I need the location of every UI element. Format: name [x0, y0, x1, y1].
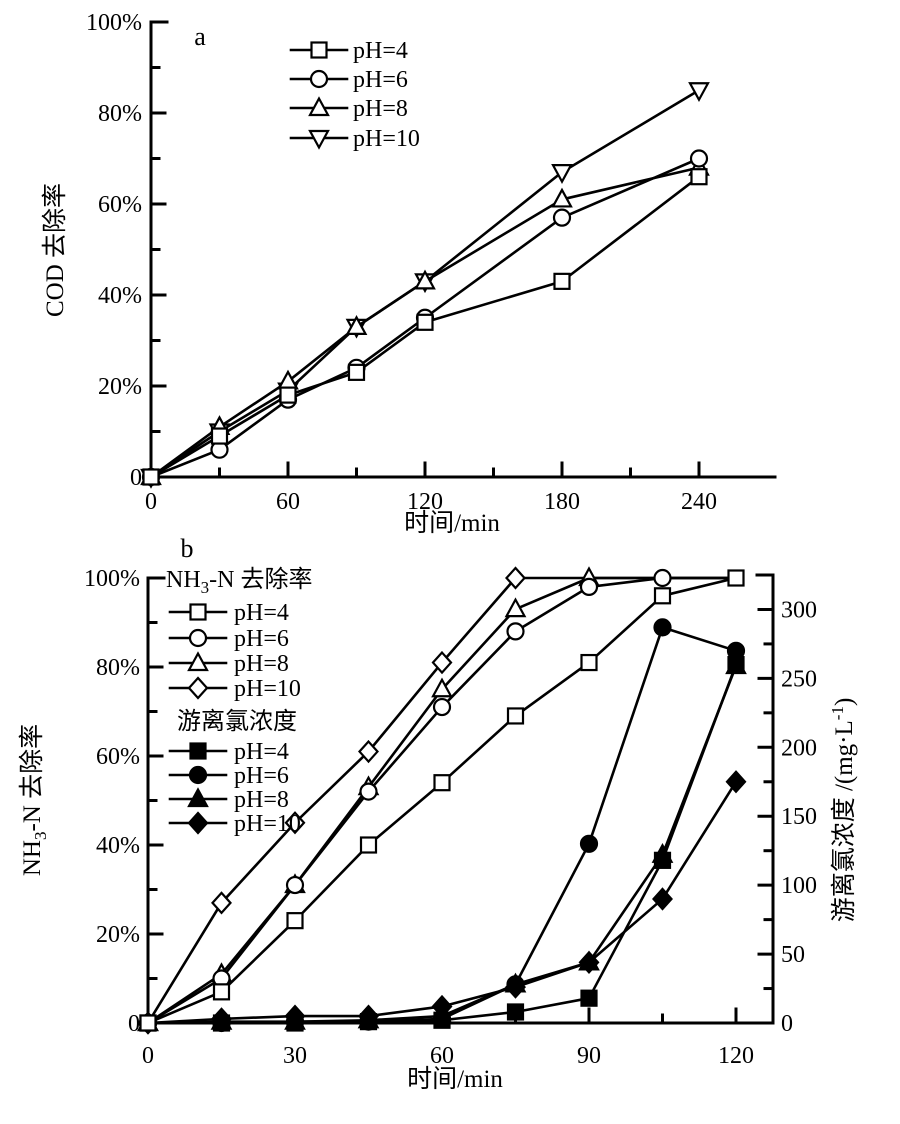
svg-text:pH=6: pH=6 [234, 763, 289, 789]
svg-text:80%: 80% [98, 101, 142, 127]
panel-b-series-chlorine-pH=4 [139, 655, 745, 1032]
svg-text:pH=8: pH=8 [234, 651, 289, 677]
svg-text:pH=10: pH=10 [353, 126, 420, 152]
panel-b-series-removal-pH=4 [139, 569, 745, 1032]
svg-text:pH=10: pH=10 [234, 811, 301, 837]
svg-text:120: 120 [718, 1043, 754, 1069]
panel-a-legend: pH=4 pH=6 pH=8 pH=10 [289, 38, 420, 152]
panel-b: 0 30 60 90 120 0 20% 40% 60% 80% 100% 0 50 100 150 200 2… [18, 534, 858, 1093]
legend-header-nh3n: NH3-N 去除率 [166, 566, 313, 597]
panel-a-x-title: 时间/min [404, 509, 500, 537]
svg-text:90: 90 [577, 1043, 601, 1069]
legend-entry-pH=10: pH=10 [168, 676, 301, 702]
panel-a-series [140, 82, 710, 489]
svg-text:0: 0 [130, 465, 142, 491]
legend-entry-pH=4: pH=4 [168, 739, 289, 765]
legend-entry-pH=6: pH=6 [289, 67, 408, 93]
panel-b-right-y-title: 游离氯浓度 /(mg·L-1) [828, 698, 858, 923]
svg-text:80%: 80% [96, 655, 140, 681]
legend-entry-pH=4: pH=4 [168, 600, 289, 626]
legend-header-chlorine: 游离氯浓度 [177, 708, 297, 735]
legend-entry-pH=8: pH=8 [289, 96, 408, 122]
panel-a-y-title: COD 去除率 [41, 183, 69, 317]
svg-text:pH=8: pH=8 [234, 787, 289, 813]
svg-text:100%: 100% [84, 566, 140, 592]
legend-entry-pH=4: pH=4 [289, 38, 408, 64]
svg-text:180: 180 [544, 489, 580, 515]
svg-text:240: 240 [681, 489, 717, 515]
svg-text:40%: 40% [96, 833, 140, 859]
svg-text:60%: 60% [96, 744, 140, 770]
svg-text:200: 200 [781, 735, 817, 761]
legend-entry-pH=8: pH=8 [168, 787, 289, 813]
svg-text:pH=6: pH=6 [353, 67, 408, 93]
svg-text:20%: 20% [98, 374, 142, 400]
svg-text:40%: 40% [98, 283, 142, 309]
panel-b-label: b [181, 534, 194, 563]
svg-text:pH=8: pH=8 [353, 96, 408, 122]
panel-b-axes: 0 30 60 90 120 0 20% 40% 60% 80% 100% 0 50 100 150 200 2… [18, 566, 858, 1093]
legend-entry-pH=6: pH=6 [168, 626, 289, 652]
svg-text:100%: 100% [86, 10, 142, 36]
svg-text:250: 250 [781, 666, 817, 692]
svg-text:0: 0 [142, 1043, 154, 1069]
legend-entry-pH=10: pH=10 [289, 126, 420, 152]
svg-text:60: 60 [430, 1043, 454, 1069]
legend-entry-pH=6: pH=6 [168, 763, 289, 789]
svg-text:pH=4: pH=4 [353, 38, 408, 64]
svg-text:30: 30 [283, 1043, 307, 1069]
panel-a-series-pH=4 [142, 168, 708, 486]
svg-text:120: 120 [407, 489, 443, 515]
svg-text:20%: 20% [96, 922, 140, 948]
panel-b-series-removal-pH=10 [137, 566, 736, 1035]
panel-b-left-y-title: NH3-N 去除率 [18, 724, 50, 876]
svg-text:150: 150 [781, 804, 817, 830]
panel-b-series-removal-pH=6 [138, 568, 736, 1033]
legend-entry-pH=8: pH=8 [168, 651, 289, 677]
panel-b-legend: NH3-N 去除率pH=4pH=6pH=8pH=10游离氯浓度pH=4pH=6p… [166, 566, 313, 837]
svg-text:60: 60 [276, 489, 300, 515]
panel-b-x-title: 时间/min [407, 1065, 503, 1093]
svg-text:pH=4: pH=4 [234, 600, 289, 626]
svg-text:0: 0 [128, 1011, 140, 1037]
svg-text:0: 0 [781, 1011, 793, 1037]
svg-text:60%: 60% [98, 192, 142, 218]
svg-text:0: 0 [145, 489, 157, 515]
svg-text:pH=4: pH=4 [234, 739, 289, 765]
svg-text:100: 100 [781, 873, 817, 899]
panel-b-series [137, 566, 747, 1035]
panel-a-axes: 0 60 120 180 240 0 20% 40% 60% 80% 100% 时间/min COD 去… [41, 10, 777, 537]
legend-entry-pH=10: pH=10 [168, 811, 301, 837]
panel-a-label: a [194, 22, 206, 51]
svg-text:pH=10: pH=10 [234, 676, 301, 702]
panel-a: 0 60 120 180 240 0 20% 40% 60% 80% 100% 时间/min COD 去… [41, 10, 777, 537]
svg-text:300: 300 [781, 597, 817, 623]
svg-text:pH=6: pH=6 [234, 626, 289, 652]
svg-text:50: 50 [781, 942, 805, 968]
panel-b-series-removal-pH=8 [137, 566, 736, 1032]
